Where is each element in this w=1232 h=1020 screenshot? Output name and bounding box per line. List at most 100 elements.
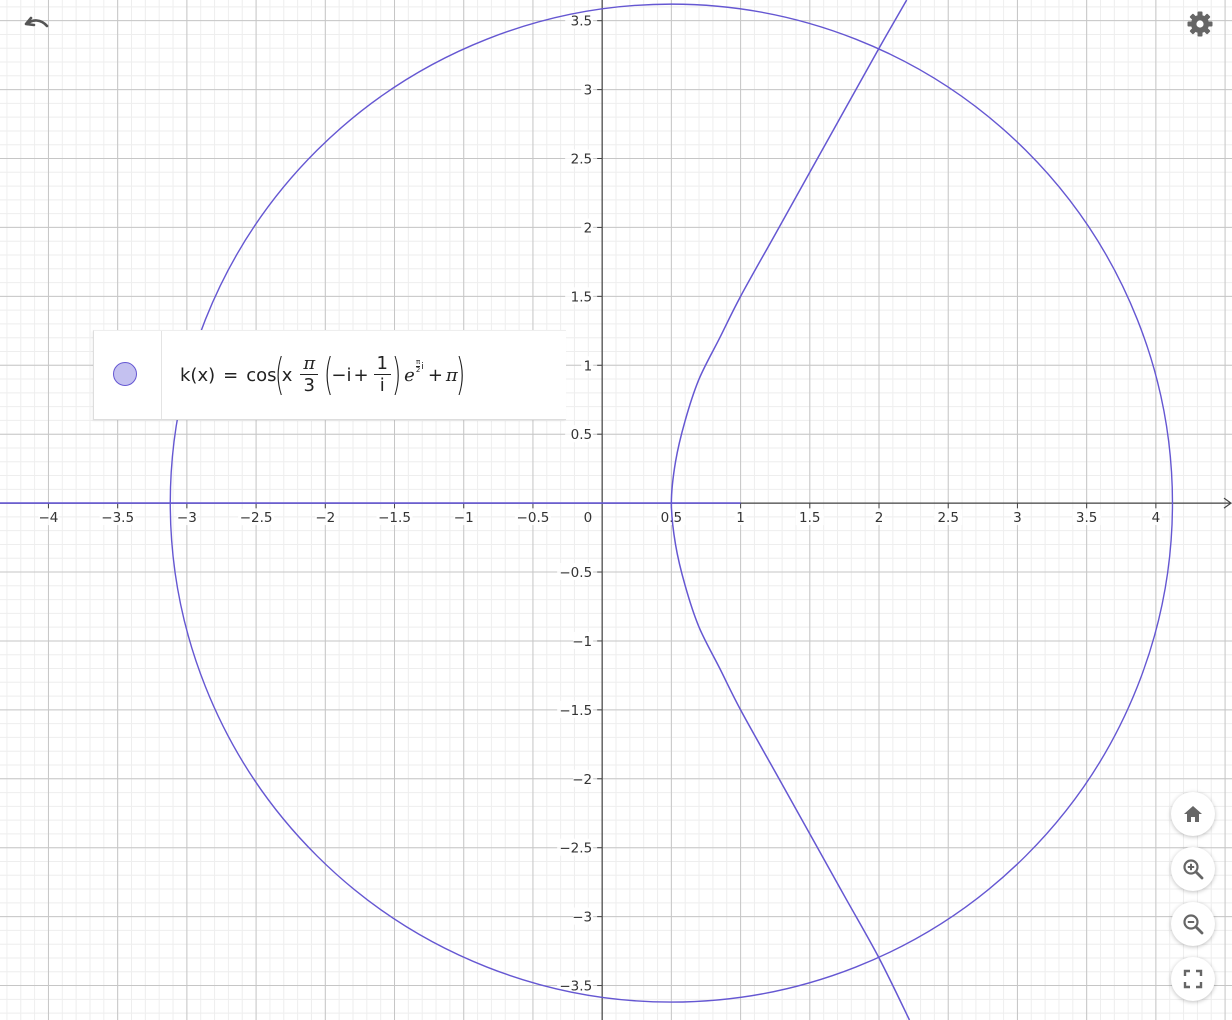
x-tick-label: 3.5 (1076, 510, 1097, 526)
x-tick-label: −1.5 (378, 510, 411, 526)
x-tick-label: −2.5 (240, 510, 273, 526)
gear-icon (1187, 11, 1213, 37)
x-tick-label-bg (734, 509, 747, 526)
y-tick-label: 2 (584, 220, 593, 236)
zoom-in-button[interactable] (1171, 847, 1215, 891)
x-tick-label-bg (453, 509, 474, 526)
close-paren-inner: ) (391, 348, 402, 400)
x-tick-label-bg (38, 509, 59, 526)
y-tick-label: 2.5 (571, 152, 592, 168)
exponent-denominator: 2 (415, 365, 421, 374)
undo-button[interactable] (18, 8, 58, 42)
x-tick-label-bg (873, 509, 886, 526)
y-tick-label-bg (557, 838, 594, 856)
x-tick-label-bg (934, 509, 963, 526)
home-icon (1184, 806, 1202, 822)
fullscreen-button[interactable] (1171, 957, 1215, 1001)
open-paren-outer: ( (274, 348, 284, 400)
tick-labels: −4 −3.5 −3 −2.5 −2 −1.5 −1 −0.5 0.5 1 1.5 2 2.5 3 3.5 4… (38, 11, 1162, 995)
pi-constant: π (445, 364, 458, 386)
y-tick-label-bg (565, 425, 594, 443)
y-tick-label: −0.5 (559, 565, 592, 581)
close-paren-outer: ) (455, 348, 466, 400)
y-tick-label: −3.5 (559, 979, 592, 995)
settings-button[interactable] (1180, 6, 1220, 42)
y-tick-label-bg (573, 907, 594, 925)
fraction-denominator: 3 (303, 374, 315, 396)
y-tick-label: 0.5 (571, 427, 592, 443)
open-paren-inner: ( (324, 348, 334, 400)
fraction-pi-over-3: π 3 (300, 353, 319, 397)
y-tick-label: −3 (572, 910, 592, 926)
x-tick-label-bg (238, 509, 275, 526)
fraction-numerator: π (300, 353, 319, 375)
x-axis-arrow (1223, 497, 1232, 509)
origin-label: 0 (584, 510, 593, 526)
y-tick-label: −2.5 (559, 841, 592, 857)
y-tick-label: 3.5 (571, 14, 592, 30)
y-tick-label-bg (581, 218, 594, 236)
x-tick-label-bg (315, 509, 336, 526)
equals-sign: = (223, 364, 239, 386)
x-tick-label: 1 (736, 510, 745, 526)
function-name: k(x) (180, 364, 216, 386)
x-tick-label: 1.5 (799, 510, 820, 526)
minus-i-term: −i (331, 364, 352, 386)
plus-operator: + (427, 364, 443, 386)
variable-x: x (281, 364, 293, 386)
y-tick-label-bg (557, 563, 594, 581)
y-tick-label-bg (565, 287, 594, 305)
x-tick-label: 2 (875, 510, 884, 526)
exponent-fraction: π 2 (415, 357, 421, 374)
exponent-i: i (421, 361, 424, 372)
y-tick-label: 1.5 (571, 289, 592, 305)
zoom-in-icon (1183, 859, 1204, 880)
y-tick-label-bg (565, 149, 594, 167)
x-tick-label-bg (1149, 509, 1162, 526)
y-tick-label: −2 (572, 772, 592, 788)
y-tick-label-bg (565, 11, 594, 29)
function-definition[interactable]: k(x) = cos ( x π 3 ( −i + 1 i ) e π 2 i … (180, 331, 466, 419)
euler-e: e (404, 364, 415, 386)
undo-icon (24, 16, 49, 28)
marble-column (94, 331, 162, 419)
x-tick-label: 4 (1152, 510, 1161, 526)
x-tick-label: 2.5 (937, 510, 958, 526)
plotted-curves[interactable] (0, 0, 1174, 1020)
x-tick-label-bg (1072, 509, 1101, 526)
y-tick-label: 3 (584, 83, 593, 99)
x-tick-label-bg (176, 509, 197, 526)
x-tick-label-bg (795, 509, 824, 526)
x-tick-label: −4 (38, 510, 58, 526)
y-tick-label-bg (573, 769, 594, 787)
x-tick-label: 3 (1013, 510, 1022, 526)
algebra-input-panel[interactable]: k(x) = cos ( x π 3 ( −i + 1 i ) e π 2 i … (93, 330, 566, 420)
fraction-one-over-i: 1 i (373, 353, 391, 397)
fraction-denominator: i (379, 374, 385, 396)
y-tick-label-bg (557, 976, 594, 994)
y-tick-label: −1.5 (559, 703, 592, 719)
exponent-numerator: π (415, 357, 421, 367)
zoom-out-button[interactable] (1171, 902, 1215, 946)
x-tick-label-bg (514, 509, 551, 526)
zoom-out-icon (1183, 914, 1204, 935)
y-tick-label-bg (581, 356, 594, 374)
y-tick-label-bg (557, 700, 594, 718)
x-tick-label-bg (1011, 509, 1024, 526)
x-tick-label: −1 (454, 510, 474, 526)
standard-view-button[interactable] (1171, 792, 1215, 836)
x-tick-label: −0.5 (517, 510, 550, 526)
y-tick-label-bg (573, 631, 594, 649)
x-tick-label-bg (99, 509, 136, 526)
x-tick-label: −3.5 (101, 510, 134, 526)
exponent: π 2 i (415, 357, 424, 374)
x-tick-label-bg (376, 509, 413, 526)
visibility-toggle[interactable] (113, 362, 137, 386)
fraction-numerator: 1 (373, 353, 391, 375)
x-tick-label: −2 (315, 510, 335, 526)
y-tick-label: −1 (572, 634, 592, 650)
cos-operator: cos (246, 364, 277, 386)
x-tick-label: −3 (177, 510, 197, 526)
plus-operator: + (353, 364, 369, 386)
